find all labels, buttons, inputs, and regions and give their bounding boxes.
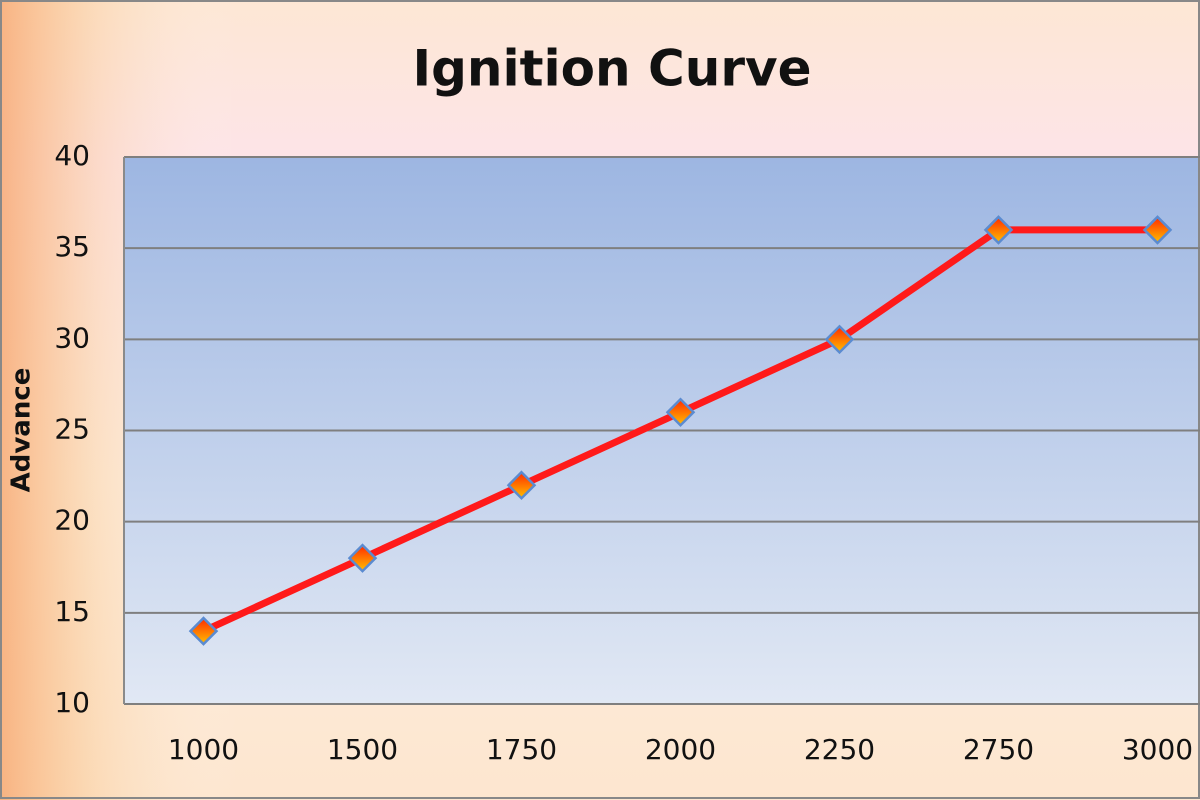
marker bbox=[188, 616, 219, 646]
y-axis-label: Advance bbox=[7, 368, 37, 493]
x-tick-label: 2250 bbox=[804, 733, 875, 766]
chart-title: Ignition Curve bbox=[413, 40, 812, 98]
y-tick-label: 20 bbox=[54, 504, 90, 537]
x-tick-label: 2000 bbox=[645, 733, 716, 766]
y-tick-label: 25 bbox=[54, 413, 90, 446]
marker bbox=[824, 324, 855, 355]
y-tick-label: 30 bbox=[54, 321, 90, 354]
x-tick-label: 2750 bbox=[963, 733, 1034, 766]
marker bbox=[1142, 215, 1173, 245]
marker bbox=[347, 543, 378, 573]
x-tick-label: 1500 bbox=[327, 733, 398, 766]
x-tick-label: 1000 bbox=[168, 733, 239, 766]
y-tick-label: 35 bbox=[54, 230, 90, 263]
marker bbox=[665, 397, 696, 428]
marker bbox=[506, 470, 537, 500]
marker bbox=[983, 215, 1014, 245]
y-tick-label: 10 bbox=[54, 686, 90, 719]
y-tick-label: 15 bbox=[54, 595, 90, 628]
x-tick-label: 1750 bbox=[486, 733, 557, 766]
y-tick-label: 40 bbox=[54, 139, 90, 172]
x-tick-label: 3000 bbox=[1122, 733, 1193, 766]
